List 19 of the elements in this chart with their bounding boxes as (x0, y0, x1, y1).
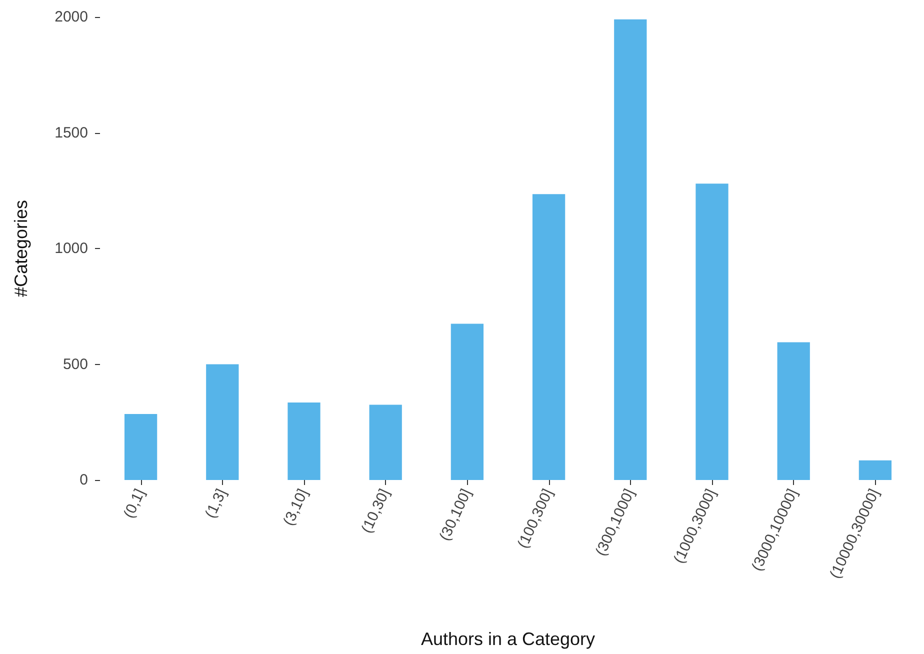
y-tick-label: 1500 (54, 124, 88, 142)
y-tick-label: 2000 (54, 8, 88, 26)
bar (532, 194, 566, 480)
bar (206, 364, 239, 480)
y-tick-label: 500 (62, 356, 88, 373)
y-tick-label: 1000 (54, 240, 88, 257)
bar (124, 414, 158, 480)
x-tick-label: (1,3] (202, 486, 230, 521)
y-tick-label: 0 (80, 472, 88, 488)
bar (288, 402, 320, 480)
x-axis-title: Authors in a Category (420, 629, 596, 649)
bar (450, 324, 484, 480)
bar (696, 184, 728, 480)
y-axis-title: #Categories (11, 200, 31, 298)
bar (614, 19, 647, 480)
bar (369, 404, 402, 480)
bar (858, 460, 892, 480)
bar (777, 342, 810, 480)
x-tick-label: (0,1] (120, 486, 148, 521)
